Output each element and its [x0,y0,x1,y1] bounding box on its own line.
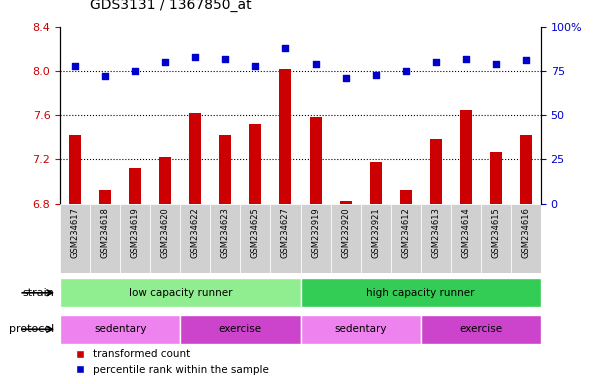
Bar [331,204,361,273]
Bar [511,204,541,273]
Bar [60,204,90,273]
Bar [340,201,352,204]
Text: protocol: protocol [9,324,54,334]
Point [431,59,441,65]
Bar [520,135,532,204]
Bar [159,157,171,204]
Text: GSM234622: GSM234622 [191,207,200,258]
Bar [240,204,270,273]
Text: GSM234625: GSM234625 [251,207,260,258]
Text: GSM232920: GSM232920 [341,207,350,258]
Bar [150,204,180,273]
Bar [180,314,300,344]
Text: GSM232919: GSM232919 [311,207,320,258]
Bar [69,135,81,204]
Point [311,61,320,67]
Text: GDS3131 / 1367850_at: GDS3131 / 1367850_at [90,0,252,12]
Text: sedentary: sedentary [94,324,147,334]
Text: strain: strain [22,288,54,298]
Bar [490,152,502,204]
Point [130,68,140,74]
Bar [90,204,120,273]
Point [521,57,531,63]
Text: low capacity runner: low capacity runner [129,288,232,298]
Bar [460,110,472,204]
Point [401,68,410,74]
Text: exercise: exercise [219,324,262,334]
Bar [370,162,382,204]
Point [461,56,471,62]
Bar [310,118,322,204]
Bar [219,135,231,204]
Bar [300,278,541,308]
Bar [99,190,111,204]
Bar [210,204,240,273]
Point [221,56,230,62]
Legend: transformed count, percentile rank within the sample: transformed count, percentile rank withi… [66,345,273,379]
Bar [279,69,291,204]
Bar [180,204,210,273]
Bar [129,168,141,204]
Text: sedentary: sedentary [334,324,387,334]
Bar [60,278,300,308]
Bar [430,139,442,204]
Text: high capacity runner: high capacity runner [367,288,475,298]
Bar [421,204,451,273]
Text: GSM234616: GSM234616 [522,207,530,258]
Point [70,63,80,69]
Point [160,59,170,65]
Bar [391,204,421,273]
Bar [270,204,300,273]
Text: GSM232921: GSM232921 [371,207,380,258]
Bar [300,314,421,344]
Text: GSM234613: GSM234613 [432,207,440,258]
Bar [361,204,391,273]
Point [281,45,290,51]
Bar [481,204,511,273]
Text: GSM234617: GSM234617 [71,207,79,258]
Point [491,61,501,67]
Bar [189,113,201,204]
Text: GSM234615: GSM234615 [492,207,500,258]
Bar [300,204,331,273]
Point [100,73,110,79]
Bar [400,190,412,204]
Point [191,54,200,60]
Text: GSM234619: GSM234619 [131,207,139,258]
Text: GSM234620: GSM234620 [161,207,169,258]
Text: exercise: exercise [459,324,502,334]
Text: GSM234627: GSM234627 [281,207,290,258]
Point [341,75,350,81]
Bar [60,314,180,344]
Bar [421,314,541,344]
Point [371,71,380,78]
Point [251,63,260,69]
Text: GSM234623: GSM234623 [221,207,230,258]
Text: GSM234614: GSM234614 [462,207,470,258]
Bar [451,204,481,273]
Text: GSM234618: GSM234618 [101,207,109,258]
Text: GSM234612: GSM234612 [401,207,410,258]
Bar [120,204,150,273]
Bar [249,124,261,204]
